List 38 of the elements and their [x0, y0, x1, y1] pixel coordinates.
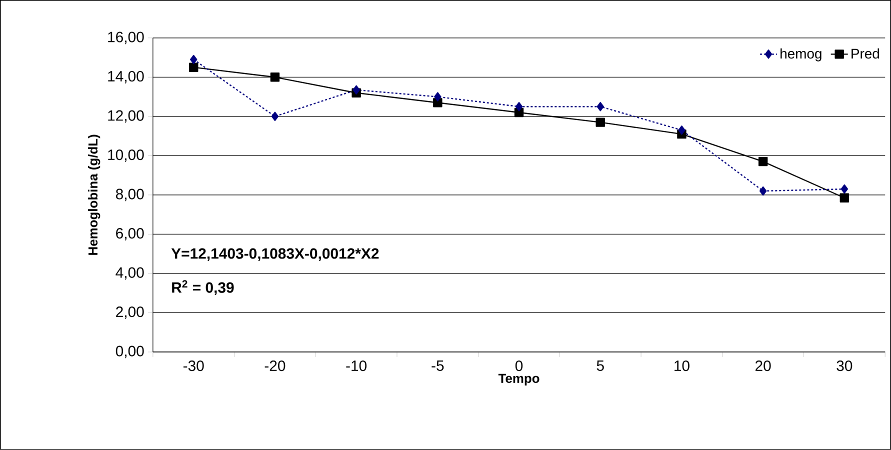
point: [271, 112, 279, 122]
point: [840, 184, 848, 194]
x-tick-label: 5: [596, 360, 604, 371]
x-tick-label: 30: [836, 360, 852, 372]
y-tick-label: 14,00: [108, 71, 144, 84]
x-tick-label: -20: [264, 360, 286, 372]
point: [840, 193, 850, 203]
point: [434, 92, 442, 102]
y-axis-title: Hemoglobina (g/dL): [88, 134, 100, 255]
x-tick-label: 20: [756, 360, 771, 372]
point: [678, 126, 686, 135]
annotation: Y=12,1403-0,1083X-0,0012*X2: [171, 248, 379, 262]
point: [515, 102, 523, 112]
y-tick-label: 4,00: [116, 267, 144, 280]
point: [190, 54, 198, 64]
y-tick-label: 6,00: [116, 228, 144, 240]
legend-label: Pred: [852, 48, 880, 59]
x-axis-title: Tempo: [498, 374, 540, 386]
y-tick-label: 8,00: [116, 188, 144, 202]
y-tick-label: 0,00: [116, 346, 144, 358]
point: [596, 118, 605, 127]
x-tick-label: -30: [183, 360, 204, 372]
point: [189, 62, 198, 72]
y-tick-label: 12,00: [108, 110, 144, 123]
point: [270, 72, 280, 82]
annotation: R$^{2}$ = 0,39: [172, 280, 234, 296]
y-tick-label: 10,00: [108, 150, 144, 162]
point: [759, 186, 767, 196]
point: [758, 157, 768, 166]
y-tick-label: 16,00: [108, 32, 144, 44]
legend-label: hemog: [780, 48, 822, 62]
point: [352, 85, 360, 95]
point: [596, 102, 604, 112]
y-tick-label: 2,00: [116, 306, 144, 319]
x-tick-label: -10: [346, 360, 367, 372]
x-tick-label: 0: [515, 360, 523, 372]
x-tick-label: -5: [432, 360, 444, 371]
x-tick-label: 10: [674, 360, 690, 372]
